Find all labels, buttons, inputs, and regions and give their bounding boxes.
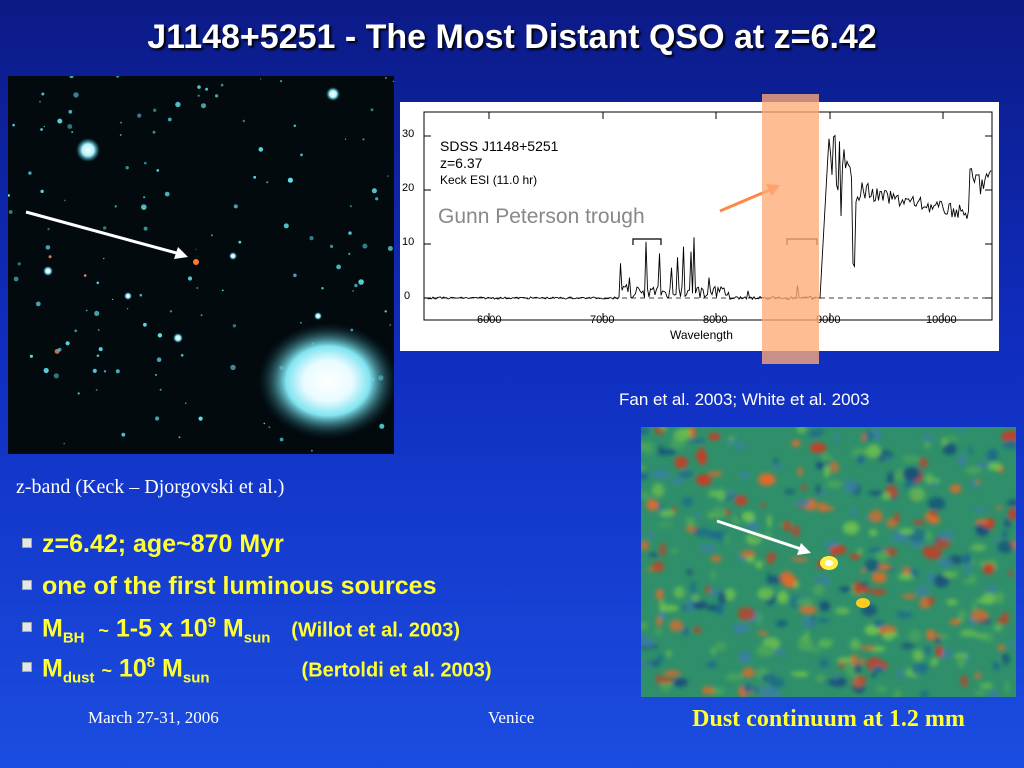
x-tick-6000: 6000 <box>477 314 502 326</box>
footer-date: March 27-31, 2006 <box>88 708 219 727</box>
spectrum-label-instrument: Keck ESI (11.0 hr) <box>440 173 538 187</box>
x-tick-10000: 10000 <box>926 314 957 326</box>
x-axis-label: Wavelength <box>670 328 733 342</box>
y-tick-30: 30 <box>402 128 415 140</box>
spectrum-label-redshift: z=6.37 <box>440 155 483 171</box>
y-tick-0: 0 <box>404 290 411 302</box>
dust-continuum-map <box>641 427 1016 697</box>
bullet-dust-mass: Mdust ~ 108 Msun (Bertoldi et al. 2003) <box>22 654 492 686</box>
dust-map-caption: Dust continuum at 1.2 mm <box>692 706 965 732</box>
x-tick-8000: 8000 <box>703 314 728 326</box>
spectrum-plot: SDSS J1148+5251 z=6.37 Keck ESI (11.0 hr… <box>400 102 999 351</box>
gunn-peterson-label: Gunn Peterson trough <box>438 205 645 228</box>
y-tick-20: 20 <box>402 182 415 194</box>
bullet-marker <box>22 662 32 673</box>
ref-willot: (Willot et al. 2003) <box>291 619 461 642</box>
bullet-marker <box>22 538 32 548</box>
spectrum-label-object: SDSS J1148+5251 <box>440 138 559 154</box>
x-tick-9000: 9000 <box>816 314 841 326</box>
footer-place: Venice <box>488 708 535 727</box>
zband-caption: z-band (Keck – Djorgovski et al.) <box>16 476 285 498</box>
zband-sky-image <box>8 76 394 454</box>
bullet-redshift-age: z=6.42; age~870 Myr <box>22 530 284 559</box>
y-tick-10: 10 <box>402 236 415 248</box>
qso-dot <box>193 259 199 265</box>
bullet-black-hole-mass: MBH ~ 1-5 x 109 Msun (Willot et al. 2003… <box>22 614 460 646</box>
bullet-marker <box>22 580 32 590</box>
bullet-marker <box>22 622 32 633</box>
bullet-first-sources: one of the first luminous sources <box>22 572 437 601</box>
spectrum-credit: Fan et al. 2003; White et al. 2003 <box>619 390 870 409</box>
slide-title: J1148+5251 - The Most Distant QSO at z=6… <box>147 18 877 56</box>
x-tick-7000: 7000 <box>590 314 615 326</box>
gunn-peterson-band <box>762 94 819 364</box>
ref-bertoldi: (Bertoldi et al. 2003) <box>301 659 492 682</box>
